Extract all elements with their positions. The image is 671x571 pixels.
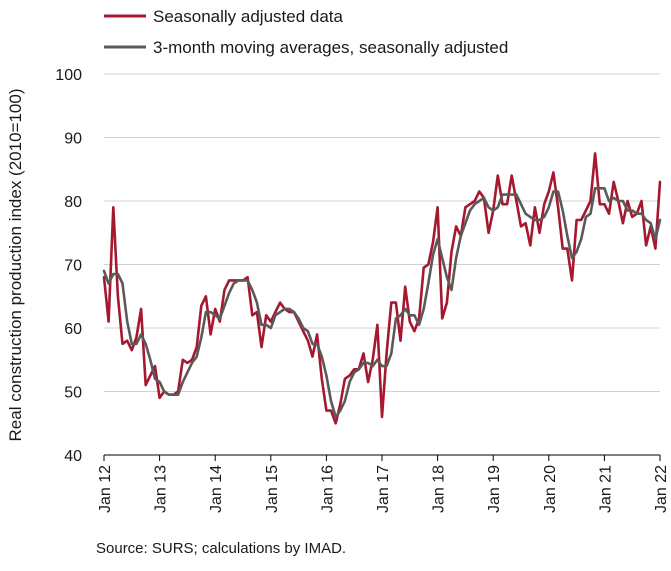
y-tick-label-100: 100 — [55, 67, 82, 84]
series-lines — [102, 152, 662, 425]
y-tick-label-70: 70 — [64, 258, 82, 275]
y-axis-title: Real construction production index (2010… — [6, 89, 25, 442]
y-tick-label-80: 80 — [64, 194, 82, 211]
y-tick-label-90: 90 — [64, 131, 82, 148]
x-tick-label-jan-19: Jan 19 — [486, 465, 503, 513]
y-tick-label-50: 50 — [64, 385, 82, 402]
legend-label-seasonally-adjusted: Seasonally adjusted data — [153, 7, 344, 26]
legend-label-moving-average: 3-month moving averages, seasonally adju… — [153, 38, 508, 57]
x-tick-label-jan-13: Jan 13 — [153, 465, 170, 513]
x-tick-label-jan-18: Jan 18 — [431, 465, 448, 513]
y-tick-label-60: 60 — [64, 321, 82, 338]
source-note: Source: SURS; calculations by IMAD. — [96, 540, 347, 557]
x-tick-label-jan-21: Jan 21 — [597, 465, 614, 513]
x-ticks: Jan 12 Jan 13 Jan 14 Jan 15 Jan 16 Jan 17 Jan … — [97, 455, 670, 513]
legend: Seasonally adjusted data 3-month moving … — [104, 7, 508, 57]
x-tick-label-jan-14: Jan 14 — [208, 465, 225, 513]
x-tick-label-jan-16: Jan 16 — [319, 465, 336, 513]
x-tick-label-jan-17: Jan 17 — [375, 465, 392, 513]
y-tick-labels: 40 50 60 70 80 90 100 — [55, 67, 82, 465]
series-line-moving-average — [102, 187, 662, 419]
x-tick-label-jan-15: Jan 15 — [264, 465, 281, 513]
x-tick-label-jan-22: Jan 22 — [653, 465, 670, 513]
series-line-seasonally-adjusted — [102, 152, 662, 425]
x-tick-label-jan-20: Jan 20 — [542, 465, 559, 513]
x-tick-label-jan-12: Jan 12 — [97, 465, 114, 513]
y-tick-label-40: 40 — [64, 448, 82, 465]
